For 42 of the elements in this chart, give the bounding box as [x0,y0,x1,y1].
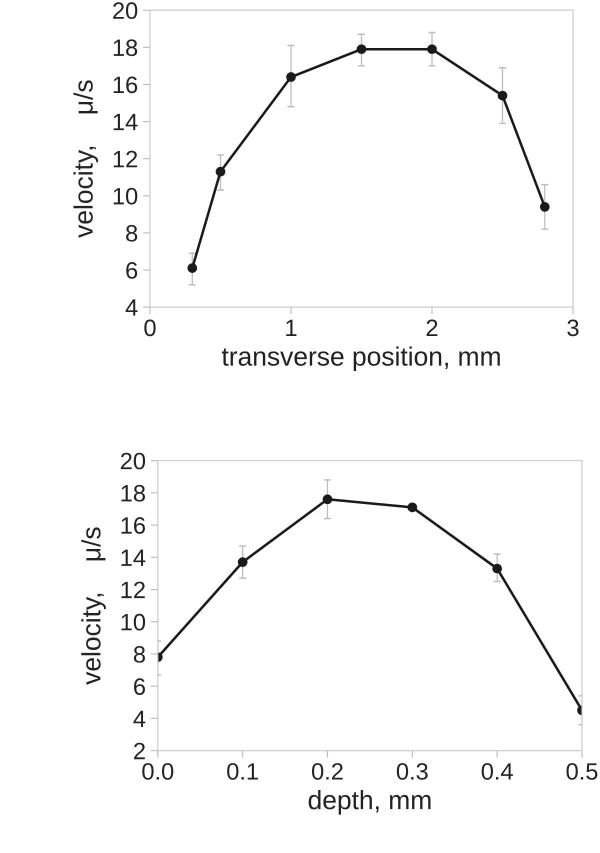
x-tick-label: 0.3 [396,763,428,780]
y-tick-label: 18 [122,484,145,502]
point [216,166,226,177]
point [407,502,418,512]
x-tick-label: 0 [144,320,156,336]
y-tick-label: 14 [114,114,138,130]
point [356,44,366,54]
y-tick-label: 16 [122,517,145,534]
y-tick-label: 18 [114,39,138,56]
point [187,263,198,273]
y-tick-label: 8 [134,646,145,663]
x-tick-label: 0.4 [482,763,513,780]
x-tick-label: 1 [286,320,296,336]
x-tick-label: 3 [567,320,579,336]
y-tick-label: 4 [133,710,146,727]
y-tick-label: 4 [126,299,138,316]
y-tick-label: 16 [114,76,138,94]
y-tick-label: 6 [126,262,138,279]
point [540,202,550,212]
y-tick-label: 20 [113,2,138,20]
y-tick-label: 6 [134,678,145,695]
point [427,44,437,54]
y-tick-label: 8 [126,224,138,242]
x-tick-label: 2 [426,320,438,336]
x-tick-label: 0.0 [142,763,174,780]
y-axis-title: velocity, μ/s [73,80,98,238]
y-axis-title: velocity, μ/s [81,527,106,685]
x-tick-label: 0.1 [227,763,258,780]
x-axis-title: transverse position, mm [222,346,500,372]
y-tick-label: 12 [114,150,138,168]
point [286,72,296,82]
y-tick-label: 10 [114,188,138,205]
y-tick-label: 12 [122,582,145,598]
x-tick-label: 0.2 [312,763,343,780]
x-tick-label: 0.5 [566,763,598,780]
point [498,90,508,100]
y-tick-label: 14 [122,550,146,566]
y-tick-label: 20 [120,452,146,470]
point [322,494,332,504]
y-tick-label: 10 [122,614,146,631]
x-axis-title: depth, mm [308,790,430,815]
y-tick-label: 2 [134,742,145,760]
